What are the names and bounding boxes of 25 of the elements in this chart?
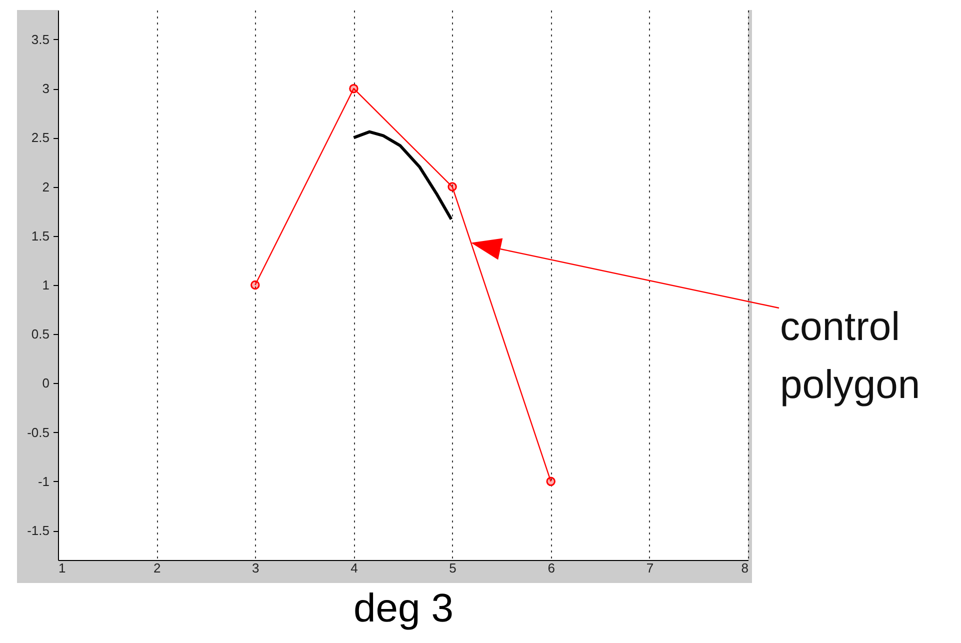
point	[546, 476, 556, 486]
x-axis-title: deg 3	[353, 586, 454, 630]
y-tick-label: -1	[38, 474, 50, 489]
x-tick-label: 3	[252, 560, 260, 576]
y-tick-label: 0.5	[31, 326, 50, 342]
x-tick-label: 5	[449, 560, 456, 576]
y-tick-label: 1	[42, 278, 50, 292]
text: control polygon	[780, 305, 920, 407]
point	[448, 182, 457, 192]
y-tick-label: 0	[42, 376, 50, 391]
y-tick-label: 2.5	[31, 130, 50, 146]
y-tick-label: 1.5	[31, 228, 50, 244]
x-tick-label: 1	[58, 560, 66, 576]
x-tick-label: 4	[350, 560, 358, 576]
y-tick-label: -0.5	[27, 424, 50, 440]
point	[349, 84, 358, 94]
point	[250, 280, 260, 290]
y-tick-label: -1.5	[27, 523, 50, 538]
x-tick-label: 2	[153, 560, 161, 576]
y-tick-label: 2	[42, 179, 50, 194]
x-tick-label: 6	[548, 560, 555, 576]
x-tick-label: 7	[646, 560, 654, 576]
y-tick-label: 3.5	[31, 32, 50, 47]
x-tick-label: 8	[741, 560, 748, 576]
y-tick-label: 3	[42, 81, 50, 96]
